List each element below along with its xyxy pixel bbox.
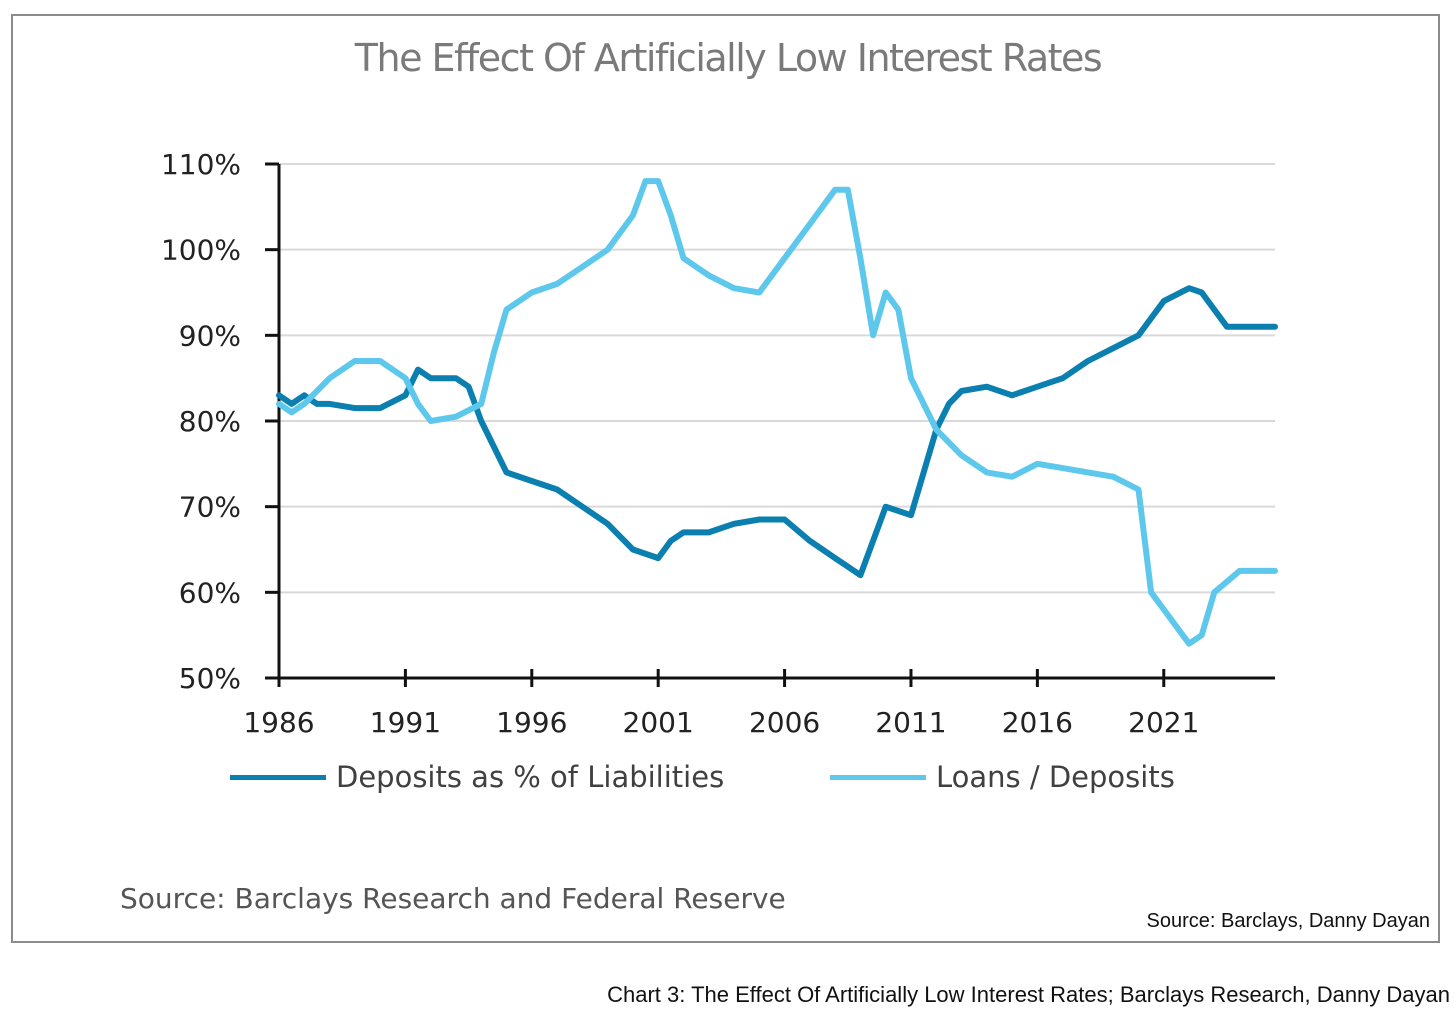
gridlines — [279, 163, 1275, 594]
y-tick-label: 70% — [179, 491, 241, 524]
series-line-deposits — [276, 285, 1278, 579]
x-tick-label: 2016 — [1002, 706, 1073, 739]
x-tick-label: 1991 — [370, 706, 441, 739]
x-tick-label: 2021 — [1128, 706, 1199, 739]
x-tick-label: 2001 — [623, 706, 694, 739]
y-tick-label: 90% — [179, 319, 241, 352]
x-tick-label: 2011 — [875, 706, 946, 739]
figure-caption: Chart 3: The Effect Of Artificially Low … — [607, 982, 1450, 1007]
y-tick-label: 100% — [161, 234, 241, 267]
y-tick-label: 110% — [161, 148, 241, 181]
x-tick-label: 1986 — [243, 706, 314, 739]
legend-label-loans: Loans / Deposits — [936, 760, 1175, 794]
y-tick-label: 80% — [179, 405, 241, 438]
x-tick-label: 1996 — [496, 706, 567, 739]
source-credit: Source: Barclays, Danny Dayan — [1146, 910, 1430, 932]
legend-swatch-deposits — [230, 774, 326, 780]
chart-title: The Effect Of Artificially Low Interest … — [354, 36, 1103, 80]
y-tick-label: 60% — [179, 576, 241, 609]
legend-label-deposits: Deposits as % of Liabilities — [336, 760, 725, 794]
axes: 50% 60% 70% 80% 90% 100% 110% 1986 1991 1996 2001 2… — [161, 148, 1275, 739]
legend-swatch-loans — [830, 774, 926, 780]
source-note: Source: Barclays Research and Federal Re… — [120, 882, 786, 915]
x-tick-label: 2006 — [749, 706, 820, 739]
legend-entry-deposits: Deposits as % of Liabilities — [230, 757, 724, 797]
chart-frame — [11, 14, 1440, 943]
y-tick-label: 50% — [179, 662, 241, 695]
series-line-loans — [276, 178, 1278, 647]
series-lines — [276, 178, 1278, 647]
legend-entry-loans: Loans / Deposits — [830, 757, 1175, 797]
